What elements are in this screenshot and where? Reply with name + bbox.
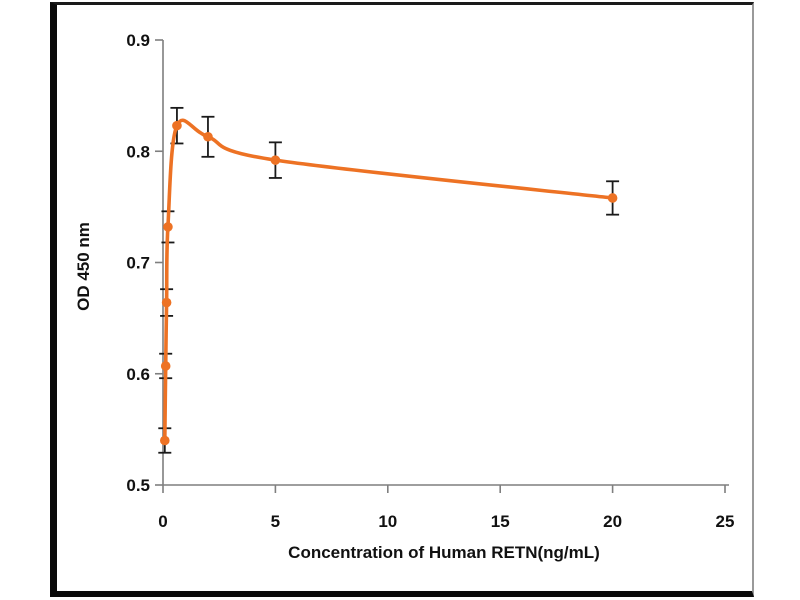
y-axis-title: OD 450 nm (74, 222, 93, 311)
data-point-marker (160, 361, 171, 371)
data-point-marker (159, 435, 170, 446)
data-point-marker (203, 131, 213, 142)
x-tick-label: 10 (378, 512, 397, 531)
data-series-line (162, 118, 615, 443)
data-point-marker (161, 297, 172, 308)
x-axis-title: Concentration of Human RETN(ng/mL) (288, 543, 600, 562)
x-tick-label: 5 (271, 512, 280, 531)
x-tick-label: 0 (158, 512, 167, 531)
data-point-marker (172, 120, 182, 131)
y-tick-label: 0.6 (126, 365, 150, 384)
data-point-marker (163, 222, 173, 232)
data-point-marker (607, 193, 618, 203)
y-tick-label: 0.9 (126, 31, 150, 50)
y-tick-label: 0.7 (126, 254, 150, 273)
data-point-marker (270, 155, 281, 165)
y-tick-label: 0.8 (126, 142, 150, 161)
x-tick-label: 25 (716, 512, 735, 531)
y-tick-label: 0.5 (126, 476, 150, 495)
x-tick-label: 20 (603, 512, 622, 531)
x-tick-label: 15 (491, 512, 510, 531)
